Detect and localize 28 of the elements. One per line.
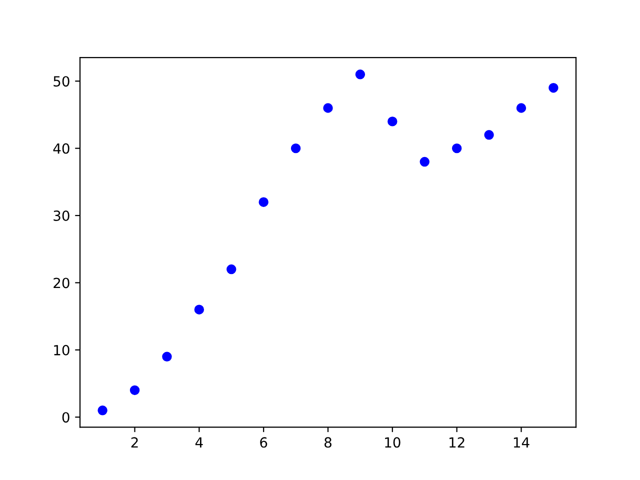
y-tick-label: 0 bbox=[62, 412, 70, 423]
y-tick-label: 40 bbox=[53, 143, 70, 154]
x-tick-label: 10 bbox=[385, 437, 400, 448]
point bbox=[323, 103, 333, 113]
point bbox=[226, 264, 236, 274]
x-tick-label: 8 bbox=[324, 437, 332, 448]
point bbox=[484, 130, 494, 140]
point bbox=[388, 116, 398, 126]
point bbox=[516, 103, 526, 113]
y-tick-label: 50 bbox=[54, 76, 70, 87]
x-tick-label: 14 bbox=[514, 437, 530, 448]
point bbox=[258, 197, 268, 207]
x-tick-label: 2 bbox=[131, 437, 138, 448]
point bbox=[548, 82, 558, 93]
point bbox=[98, 406, 108, 416]
x-tick-label: 4 bbox=[195, 437, 203, 448]
x-tick-label: 12 bbox=[450, 437, 464, 448]
point bbox=[420, 156, 430, 167]
point bbox=[130, 385, 140, 396]
x-tick-label: 6 bbox=[260, 437, 268, 448]
point bbox=[290, 143, 301, 154]
point bbox=[355, 70, 366, 80]
y-tick-label: 30 bbox=[54, 210, 70, 221]
point bbox=[194, 304, 204, 314]
point bbox=[162, 352, 172, 362]
point bbox=[452, 143, 462, 154]
y-tick-label: 20 bbox=[54, 278, 70, 288]
y-tick-label: 10 bbox=[54, 344, 70, 356]
